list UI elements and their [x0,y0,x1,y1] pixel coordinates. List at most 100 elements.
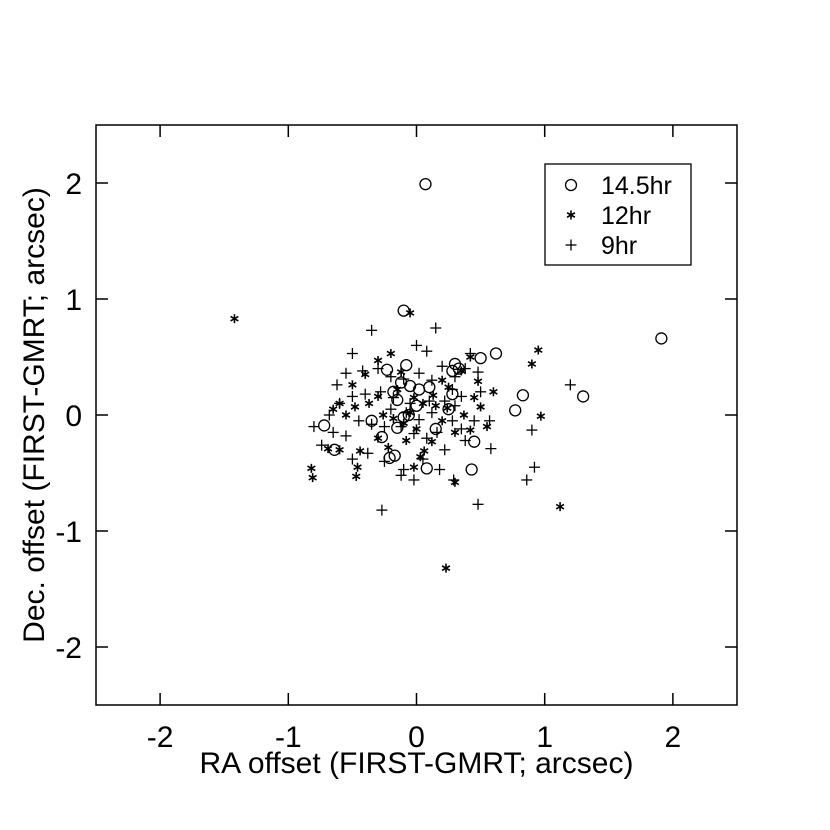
plus-point [316,439,328,451]
asterisk-point [459,410,469,420]
asterisk-point [364,398,374,408]
circle-point [380,363,394,376]
legend-label: 9hr [601,232,637,260]
asterisk-point [341,410,351,420]
circle-point [442,403,455,416]
plus-point [448,474,460,486]
asterisk-point [307,463,316,473]
plus-point [411,339,422,351]
plus-point [446,383,458,395]
plus-point [421,345,433,357]
y-tick-label: -1 [55,516,82,549]
x-tick-label: 0 [408,721,425,754]
plus-point [331,379,343,391]
plus-point [308,421,320,433]
plus-point [434,464,446,476]
plus-point [472,366,484,378]
plus-point [439,444,451,456]
circle-point [465,463,478,476]
plus-point [404,397,416,409]
series-9hr [308,322,576,516]
circle-point [397,304,410,317]
plus-point [408,474,420,486]
asterisk-point [473,376,483,386]
plus-point [413,367,425,379]
asterisk-point [555,502,565,512]
plus-point [455,390,467,402]
legend-plus-icon [565,239,577,251]
circle-point [318,419,331,432]
legend-asterisk-icon [566,210,576,220]
plus-point [372,363,384,375]
circle-point [509,404,522,417]
legend-label: 14.5hr [601,172,672,200]
asterisk-point [469,393,479,403]
plus-point [359,388,371,400]
plus-point [385,371,397,383]
plus-point [400,407,412,419]
plus-point [431,426,443,438]
asterisk-point [428,390,438,400]
plus-point [459,435,471,447]
plus-point [378,421,390,433]
plus-point [353,415,365,427]
circle-point [489,347,503,360]
asterisk-point [489,387,498,397]
plus-point [421,432,433,444]
asterisk-point [335,445,344,455]
y-tick-label: 1 [65,284,82,317]
plus-point [334,397,346,409]
circle-point [419,178,432,191]
plus-point [436,360,448,372]
asterisk-point [351,471,361,481]
asterisk-point [353,462,362,472]
asterisk-point [444,382,453,392]
circle-point [391,393,404,407]
asterisk-point [348,380,357,390]
plus-point [376,504,388,516]
asterisk-point [386,349,396,359]
plus-point [408,428,420,440]
asterisk-point [450,477,460,487]
plus-point [439,395,451,407]
y-tick-label: -2 [55,632,82,665]
asterisk-point [476,402,485,412]
asterisk-point [355,446,365,456]
plus-point [430,322,442,334]
plus-point [395,469,407,481]
asterisk-point [405,308,415,318]
y-tick-label: 0 [65,400,82,433]
plus-point [340,367,352,379]
asterisk-point [418,398,428,408]
circle-point [474,352,487,365]
plus-point [366,324,378,336]
plus-point [468,415,480,427]
asterisk-point [431,401,441,411]
plus-point [395,421,407,433]
plus-point [449,400,461,412]
asterisk-point [409,462,419,472]
x-tick-label: -2 [147,721,174,754]
plus-point [423,395,435,407]
asterisk-point [536,411,546,421]
asterisk-point [350,402,360,412]
plus-point [387,392,399,404]
circle-point [655,332,668,345]
circle-point [400,358,413,372]
plus-point [426,374,438,386]
plus-point [375,386,387,398]
legend-label: 12hr [601,202,651,230]
plus-point [484,415,496,427]
plus-point [413,414,425,426]
plus-point [485,443,497,455]
plus-point [446,415,458,427]
asterisk-point [437,416,447,426]
asterisk-point [527,359,537,369]
plus-point [340,430,352,442]
plus-point [378,455,390,467]
plus-point [521,474,533,486]
asterisk-point [373,433,383,443]
circle-point [420,462,433,475]
